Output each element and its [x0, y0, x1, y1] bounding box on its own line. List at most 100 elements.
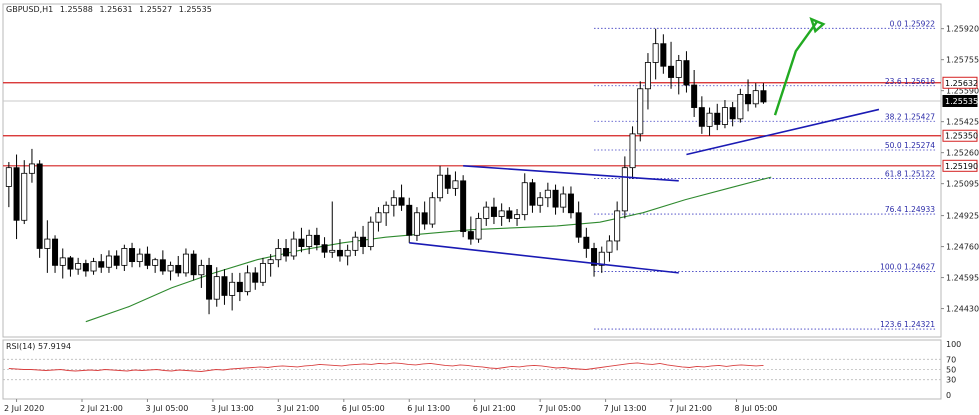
candle-body[interactable]	[591, 248, 598, 266]
candle-body[interactable]	[221, 276, 228, 296]
candle-body[interactable]	[182, 253, 189, 274]
candle-body[interactable]	[406, 204, 413, 236]
candle-body[interactable]	[298, 238, 305, 247]
candle-body[interactable]	[514, 214, 521, 219]
candle-body[interactable]	[5, 167, 12, 187]
candle-body[interactable]	[352, 236, 359, 251]
candle-body[interactable]	[75, 263, 82, 270]
candle-body[interactable]	[252, 272, 259, 283]
candle-body[interactable]	[644, 62, 651, 90]
candle-body[interactable]	[329, 249, 336, 253]
candle-body[interactable]	[283, 248, 290, 257]
candle-body[interactable]	[413, 212, 420, 236]
candle-body[interactable]	[213, 276, 220, 300]
candle-body[interactable]	[290, 238, 297, 257]
candle-body[interactable]	[344, 249, 351, 257]
candle-body[interactable]	[136, 253, 143, 263]
candle-body[interactable]	[745, 94, 752, 105]
candle-body[interactable]	[360, 236, 367, 247]
candle-body[interactable]	[175, 264, 182, 274]
candle-body[interactable]	[36, 163, 43, 249]
candle-body[interactable]	[190, 253, 197, 276]
candle-body[interactable]	[537, 197, 544, 206]
candle-body[interactable]	[198, 264, 205, 276]
candle-body[interactable]	[575, 212, 582, 238]
candle-body[interactable]	[321, 244, 328, 253]
candle-body[interactable]	[313, 234, 320, 246]
candle-body[interactable]	[429, 197, 436, 225]
candle-body[interactable]	[521, 182, 528, 216]
candle-body[interactable]	[721, 107, 728, 125]
candle-body[interactable]	[67, 257, 74, 270]
candle-body[interactable]	[113, 255, 120, 266]
candle-body[interactable]	[621, 167, 628, 212]
candle-body[interactable]	[752, 90, 759, 105]
candle-body[interactable]	[475, 218, 482, 240]
candle-body[interactable]	[437, 174, 444, 199]
candle-body[interactable]	[59, 257, 66, 266]
candle-body[interactable]	[629, 133, 636, 169]
candle-body[interactable]	[13, 167, 20, 221]
candle-body[interactable]	[98, 261, 105, 268]
candle-body[interactable]	[490, 206, 497, 217]
candle-body[interactable]	[244, 272, 251, 293]
candle-body[interactable]	[683, 60, 690, 86]
candle-body[interactable]	[675, 60, 682, 78]
candle-body[interactable]	[498, 210, 505, 217]
candle-body[interactable]	[483, 206, 490, 219]
candle-body[interactable]	[691, 84, 698, 108]
candle-body[interactable]	[121, 248, 128, 266]
candle-body[interactable]	[383, 204, 390, 214]
candle-body[interactable]	[82, 263, 89, 272]
candle-body[interactable]	[506, 210, 513, 219]
candle-body[interactable]	[44, 238, 51, 249]
candle-body[interactable]	[452, 180, 459, 189]
candle-body[interactable]	[552, 189, 559, 208]
candle-body[interactable]	[144, 253, 151, 266]
candle-body[interactable]	[660, 43, 667, 67]
candle-body[interactable]	[637, 88, 644, 135]
candle-body[interactable]	[275, 248, 282, 261]
candle-body[interactable]	[583, 236, 590, 249]
candle-body[interactable]	[367, 221, 374, 247]
candle-body[interactable]	[105, 255, 112, 268]
candle-body[interactable]	[652, 43, 659, 63]
candle-body[interactable]	[390, 197, 397, 206]
candle-body[interactable]	[267, 259, 274, 264]
candle-body[interactable]	[206, 264, 213, 300]
candle-body[interactable]	[760, 90, 767, 103]
candle-body[interactable]	[606, 240, 613, 253]
candle-body[interactable]	[598, 251, 605, 266]
candle-body[interactable]	[467, 231, 474, 240]
candle-body[interactable]	[698, 107, 705, 127]
candle-body[interactable]	[544, 189, 551, 199]
candle-body[interactable]	[21, 172, 28, 221]
candle-body[interactable]	[52, 238, 59, 266]
candle-body[interactable]	[706, 112, 713, 127]
candle-body[interactable]	[306, 234, 313, 247]
candle-body[interactable]	[129, 248, 136, 263]
candle-body[interactable]	[229, 281, 236, 296]
candle-body[interactable]	[152, 259, 159, 266]
candle-body[interactable]	[444, 174, 451, 189]
candle-body[interactable]	[167, 264, 174, 272]
candle-body[interactable]	[375, 212, 382, 223]
candle-body[interactable]	[614, 210, 621, 242]
candle-body[interactable]	[529, 182, 536, 206]
candle-body[interactable]	[90, 261, 97, 272]
candle-body[interactable]	[460, 180, 467, 232]
candle-body[interactable]	[259, 263, 266, 283]
candle-body[interactable]	[668, 65, 675, 78]
candle-body[interactable]	[398, 197, 405, 206]
candle-body[interactable]	[28, 163, 35, 174]
main-plot-area[interactable]	[2, 3, 942, 338]
candle-body[interactable]	[421, 212, 428, 225]
candle-body[interactable]	[729, 107, 736, 120]
candle-body[interactable]	[714, 112, 721, 125]
candle-body[interactable]	[236, 281, 243, 293]
candle-body[interactable]	[560, 193, 567, 208]
candle-body[interactable]	[567, 193, 574, 214]
candle-body[interactable]	[159, 259, 166, 272]
candle-body[interactable]	[336, 249, 343, 257]
